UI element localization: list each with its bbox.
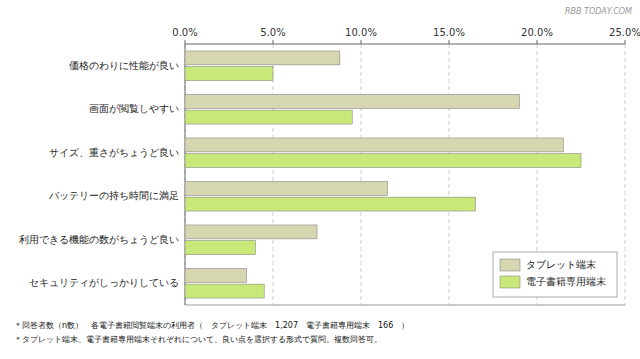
legend-swatch [500, 259, 520, 271]
x-axis [185, 44, 625, 45]
legend-label: タブレット端末 [526, 259, 596, 270]
tick-label: 5.0% [260, 27, 285, 38]
legend: タブレット端末電子書籍専用端末 [493, 252, 617, 297]
category-label: 利用できる機能の数がちょうど良い [19, 234, 179, 245]
tick-mark [537, 40, 538, 44]
bar [185, 110, 352, 124]
y-axis [185, 44, 186, 305]
chart: 0.0% 5.0% 10.0% 15.0% 20.0% 25.0% 価格のわりに性能が良い画… [0, 0, 640, 359]
bar [185, 225, 317, 239]
tick-label: 25.0% [609, 27, 640, 38]
grid-line [185, 44, 186, 305]
bar [185, 284, 264, 298]
tick-mark [273, 40, 274, 44]
bar [185, 138, 563, 152]
tick-mark [185, 40, 186, 44]
grid [185, 44, 625, 305]
bar [185, 268, 247, 282]
tick-label: 10.0% [345, 27, 377, 38]
category-label: 価格のわりに性能が良い [69, 60, 179, 71]
category-label: セキュリティがしっかりしている [29, 277, 179, 288]
watermark: RBB TODAY.COM [565, 7, 632, 16]
bar [185, 181, 387, 195]
bar [185, 241, 255, 255]
bar [185, 51, 340, 65]
tick-mark [361, 40, 362, 44]
bar [185, 154, 581, 168]
legend-label: 電子書籍専用端末 [526, 276, 606, 287]
category-label: 画面が閲覧しやすい [89, 103, 179, 114]
tick-label: 15.0% [433, 27, 465, 38]
grid-line [361, 44, 362, 305]
bar [185, 94, 519, 108]
tick-label: 20.0% [521, 27, 553, 38]
bar [185, 67, 273, 81]
footnote: ＊回答者数（n数） 各電子書籍閲覧端末の利用者（ タブレット端末 1,207 電… [14, 321, 409, 330]
legend-frame [493, 252, 617, 297]
legend-swatch [500, 276, 520, 288]
grid-line [449, 44, 450, 305]
plot-bottom [185, 305, 625, 306]
tick-mark [449, 40, 450, 44]
grid-line [625, 44, 626, 305]
tick-label: 0.0% [172, 27, 197, 38]
grid-line [273, 44, 274, 305]
tick-mark [625, 40, 626, 44]
category-label: バッテリーの持ち時間に満足 [48, 190, 179, 201]
category-label: サイズ、重さがちょうど良い [49, 147, 179, 158]
bar [185, 197, 475, 211]
footnote: ＊タブレット端末、電子書籍専用端末それぞれについて、良い点を選択する形式で質問。… [14, 335, 382, 344]
